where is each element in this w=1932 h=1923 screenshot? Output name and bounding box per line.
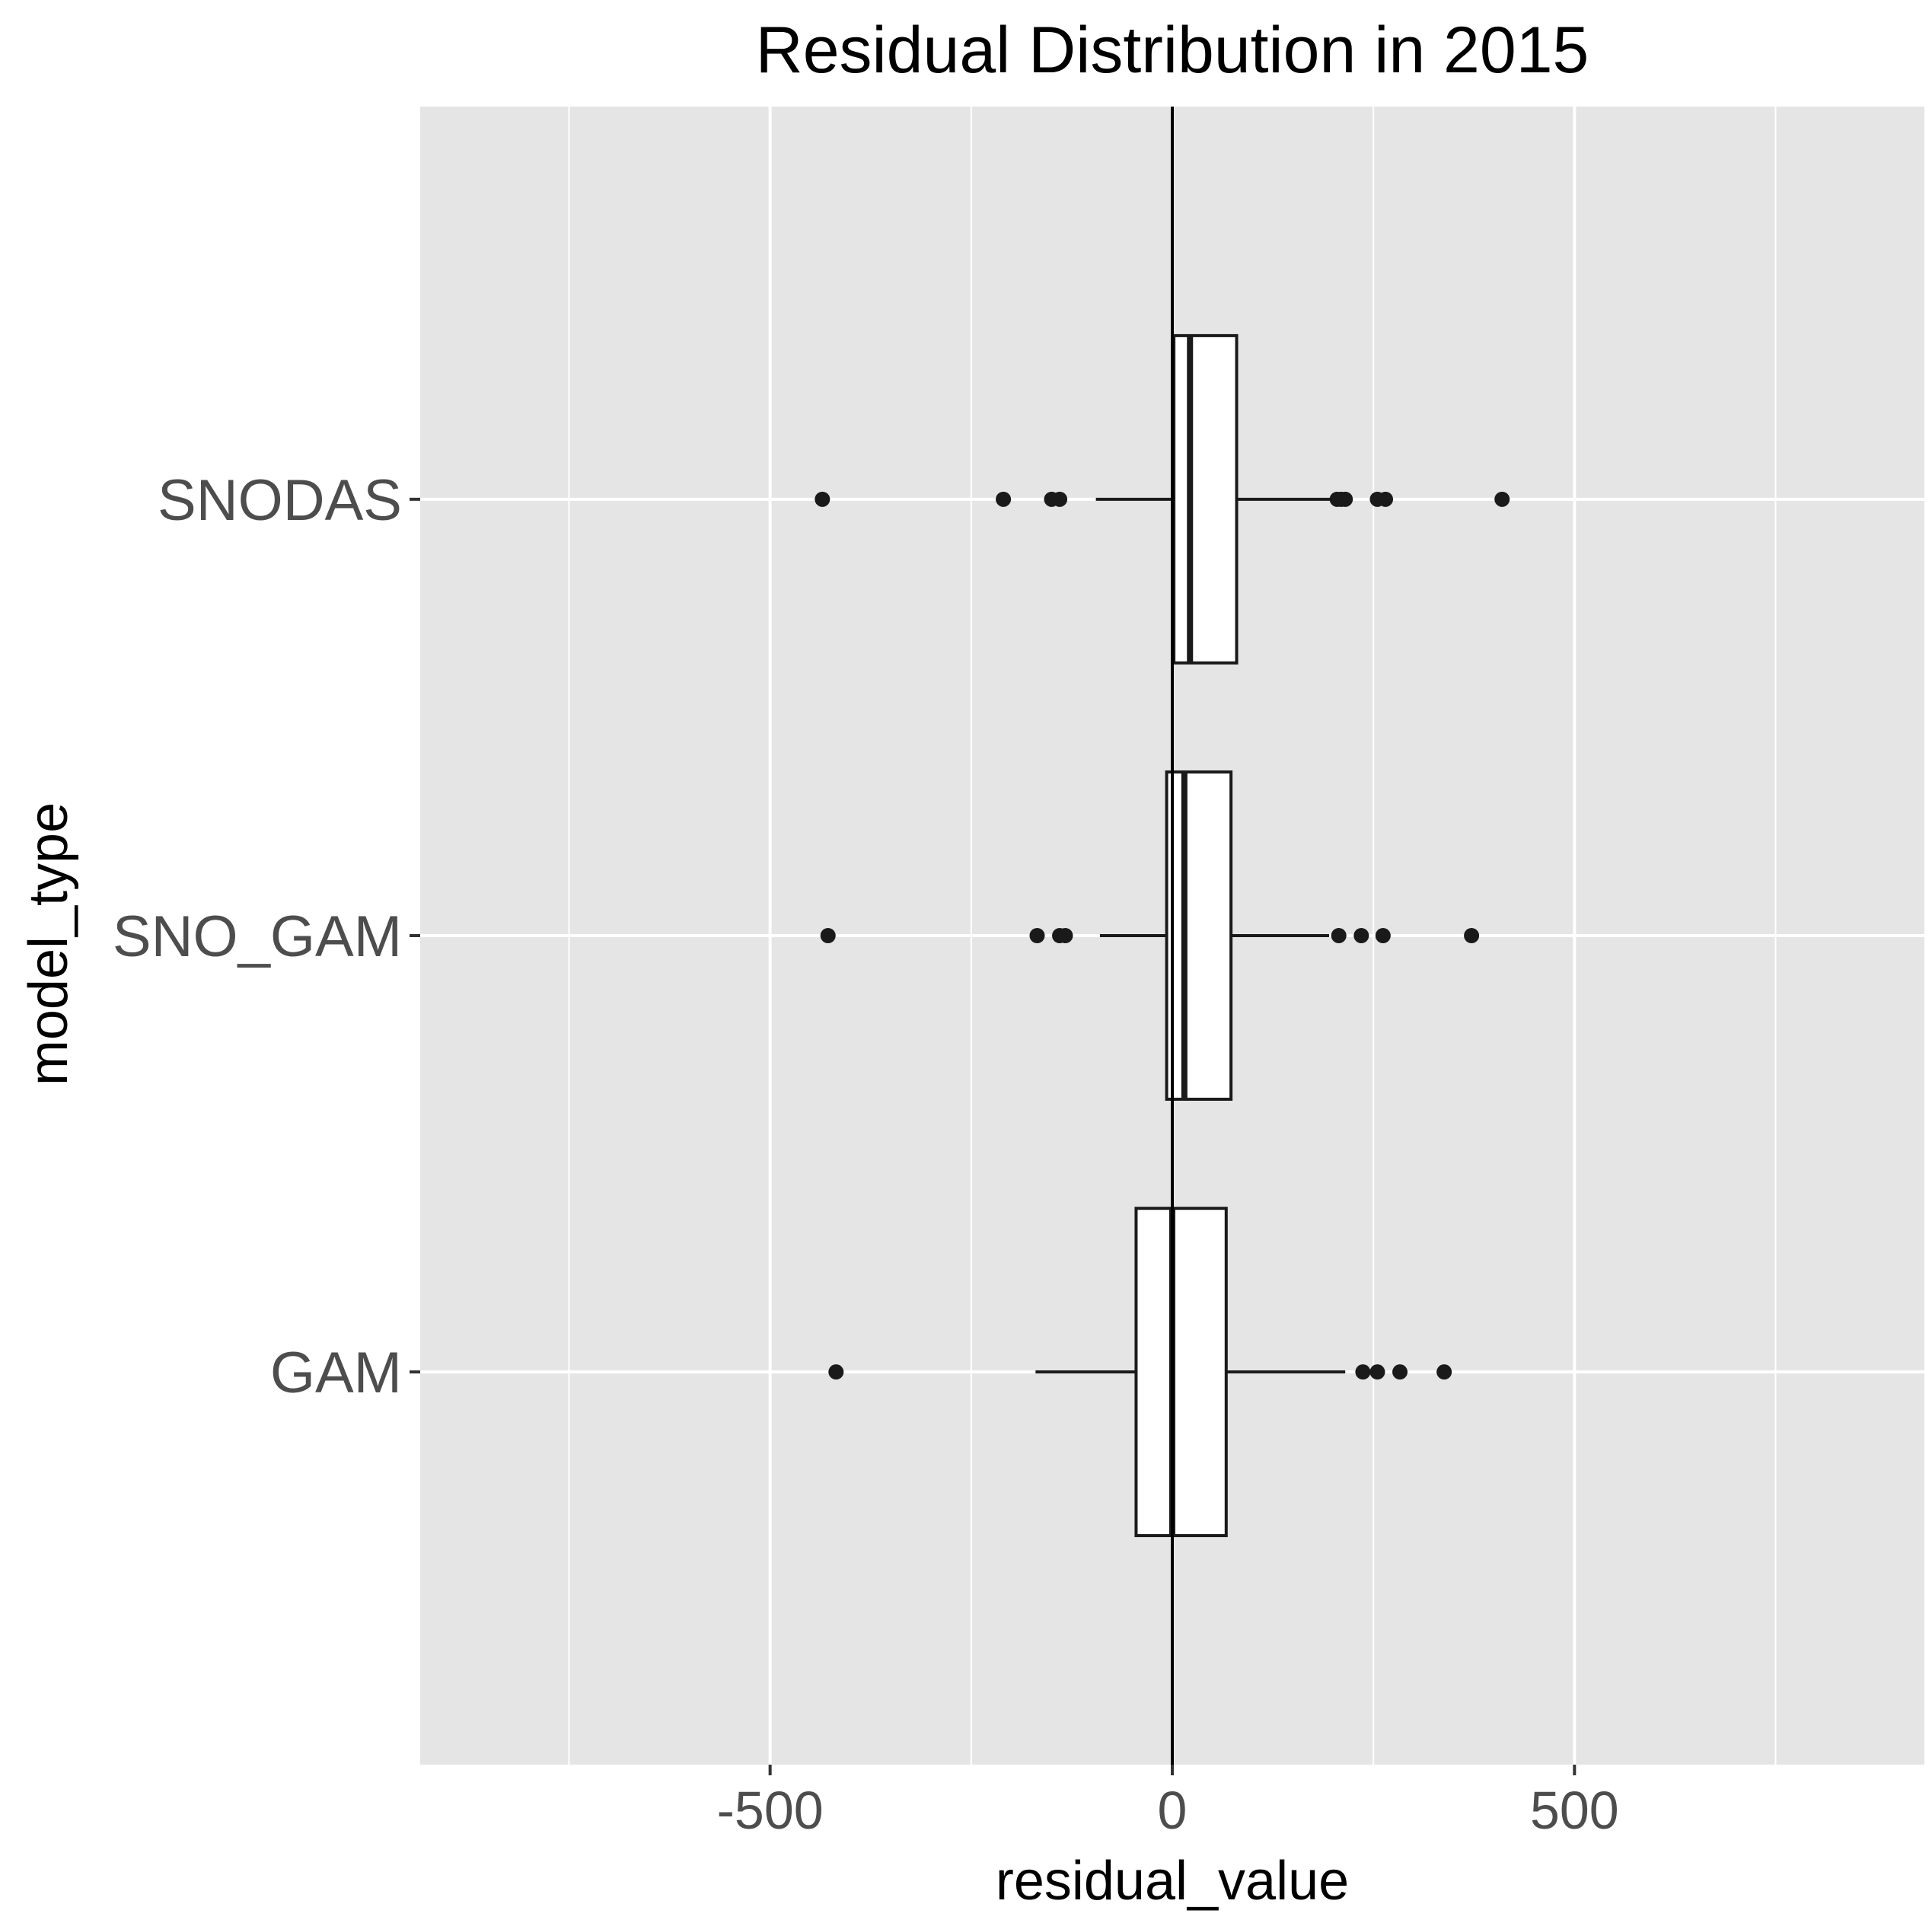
y-category-label: GAM [270,1341,402,1405]
boxplot-snodas [815,333,1510,665]
plot-area [420,107,1924,1765]
outlier-point [1052,491,1068,507]
outlier-point [1331,928,1347,943]
x-tick-label: -500 [717,1781,824,1840]
outlier-point [1369,1364,1385,1380]
outlier-point [1464,928,1480,943]
outlier-point [1355,1364,1371,1380]
outlier-point [1057,928,1073,943]
y-category-label: SNODAS [158,468,402,533]
y-axis-title: model_type [18,802,79,1086]
outlier-point [815,491,831,507]
outlier-point [1353,928,1369,943]
outlier-point [1029,928,1045,943]
outlier-point [1392,1364,1408,1380]
box-iqr [1165,770,1233,1101]
outlier-point [1494,491,1510,507]
box-iqr [1172,333,1239,665]
outlier-point [1375,928,1391,943]
boxplot-sno-gam [820,770,1480,1101]
outlier-point [996,491,1012,507]
outlier-point [1436,1364,1452,1380]
x-tick-label: 0 [1158,1781,1188,1840]
y-axis: SNODAS SNO_GAM GAM [113,468,420,1405]
outlier-point [1337,491,1353,507]
outlier-point [1378,491,1394,507]
outlier-point [828,1364,844,1380]
chart-title: Residual Distribution in 2015 [756,14,1589,87]
outlier-point [820,928,836,943]
box-iqr [1134,1207,1228,1538]
x-tick-label: 500 [1530,1781,1619,1840]
x-axis: -500 0 500 [717,1765,1619,1840]
y-category-label: SNO_GAM [113,904,402,969]
x-axis-title: residual_value [996,1851,1349,1912]
